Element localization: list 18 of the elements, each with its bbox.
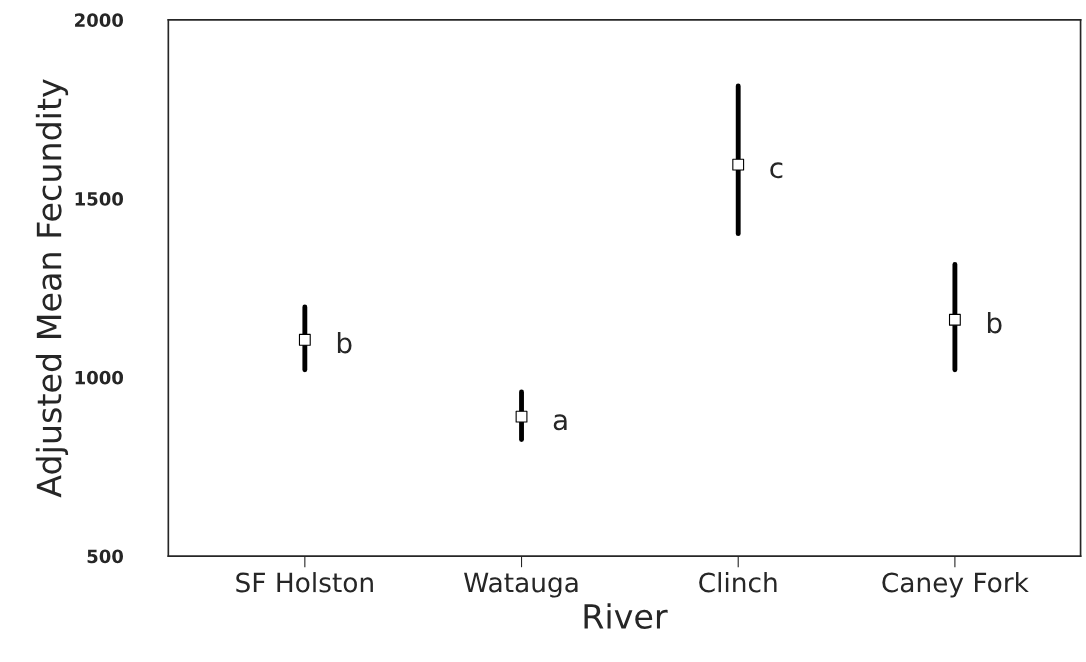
x-tick-label: Caney Fork	[882, 572, 1029, 598]
point	[948, 313, 961, 326]
y-tick-label: 2000	[75, 13, 124, 27]
point	[515, 410, 528, 423]
point	[732, 158, 745, 171]
annotation: a	[553, 414, 567, 431]
x-axis-title: River	[584, 603, 668, 629]
y-tick-label: 500	[87, 549, 124, 564]
y-tick-label: 1000	[75, 370, 124, 385]
annotation: b	[987, 311, 1002, 334]
x-tick-label: Clinch	[699, 572, 777, 593]
x-tick-label: Watauga	[464, 572, 578, 598]
y-axis-title: Adjusted Mean Fecundity	[35, 79, 69, 498]
point	[298, 333, 311, 346]
y-tick-label: 1500	[75, 192, 124, 206]
x-tick-label: SF Holston	[236, 572, 373, 593]
annotation: c	[770, 162, 783, 179]
annotation: b	[337, 331, 352, 354]
